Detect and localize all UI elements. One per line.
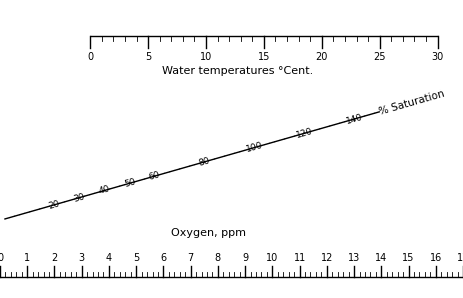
Text: 5: 5 [145,52,151,62]
Text: 60: 60 [148,170,162,182]
Text: 3: 3 [79,253,85,263]
Text: 0: 0 [0,253,3,263]
Text: Oxygen, ppm: Oxygen, ppm [171,228,246,238]
Text: 15: 15 [402,253,415,263]
Text: 10: 10 [200,52,212,62]
Text: 1: 1 [24,253,30,263]
Text: 25: 25 [374,52,386,62]
Text: % Saturation: % Saturation [378,88,446,117]
Text: 15: 15 [258,52,270,62]
Text: 10: 10 [266,253,278,263]
Text: 14: 14 [375,253,388,263]
Text: Water temperatures °Cent.: Water temperatures °Cent. [162,66,313,76]
Text: 11: 11 [294,253,306,263]
Text: 100: 100 [245,141,264,154]
Text: 9: 9 [242,253,248,263]
Text: 20: 20 [316,52,328,62]
Text: 2: 2 [51,253,57,263]
Text: 140: 140 [345,112,364,125]
Text: 5: 5 [133,253,139,263]
Text: 16: 16 [430,253,442,263]
Text: 4: 4 [106,253,112,263]
Text: 50: 50 [123,177,137,189]
Text: 7: 7 [188,253,194,263]
Text: 80: 80 [198,156,212,168]
Text: 6: 6 [160,253,167,263]
Text: 13: 13 [348,253,360,263]
Text: 40: 40 [98,184,111,196]
Text: 0: 0 [87,52,94,62]
Text: 30: 30 [432,52,444,62]
Text: 120: 120 [295,126,314,140]
Text: 8: 8 [215,253,221,263]
Text: 20: 20 [48,199,61,211]
Text: 30: 30 [73,192,87,204]
Text: 12: 12 [321,253,333,263]
Text: 17: 17 [457,253,463,263]
